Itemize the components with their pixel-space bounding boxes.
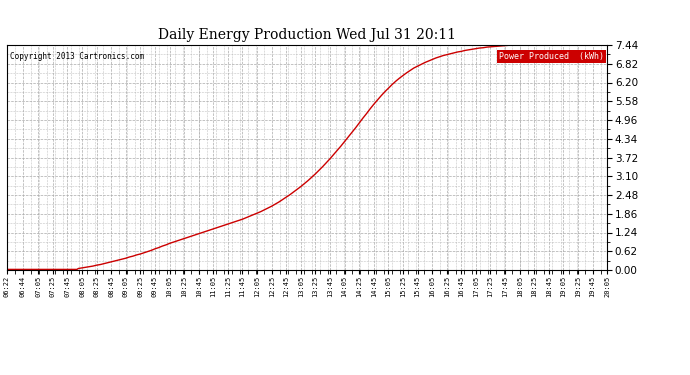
Text: Power Produced  (kWh): Power Produced (kWh) [499,52,604,61]
Title: Daily Energy Production Wed Jul 31 20:11: Daily Energy Production Wed Jul 31 20:11 [158,28,456,42]
Text: Copyright 2013 Cartronics.com: Copyright 2013 Cartronics.com [10,52,144,61]
